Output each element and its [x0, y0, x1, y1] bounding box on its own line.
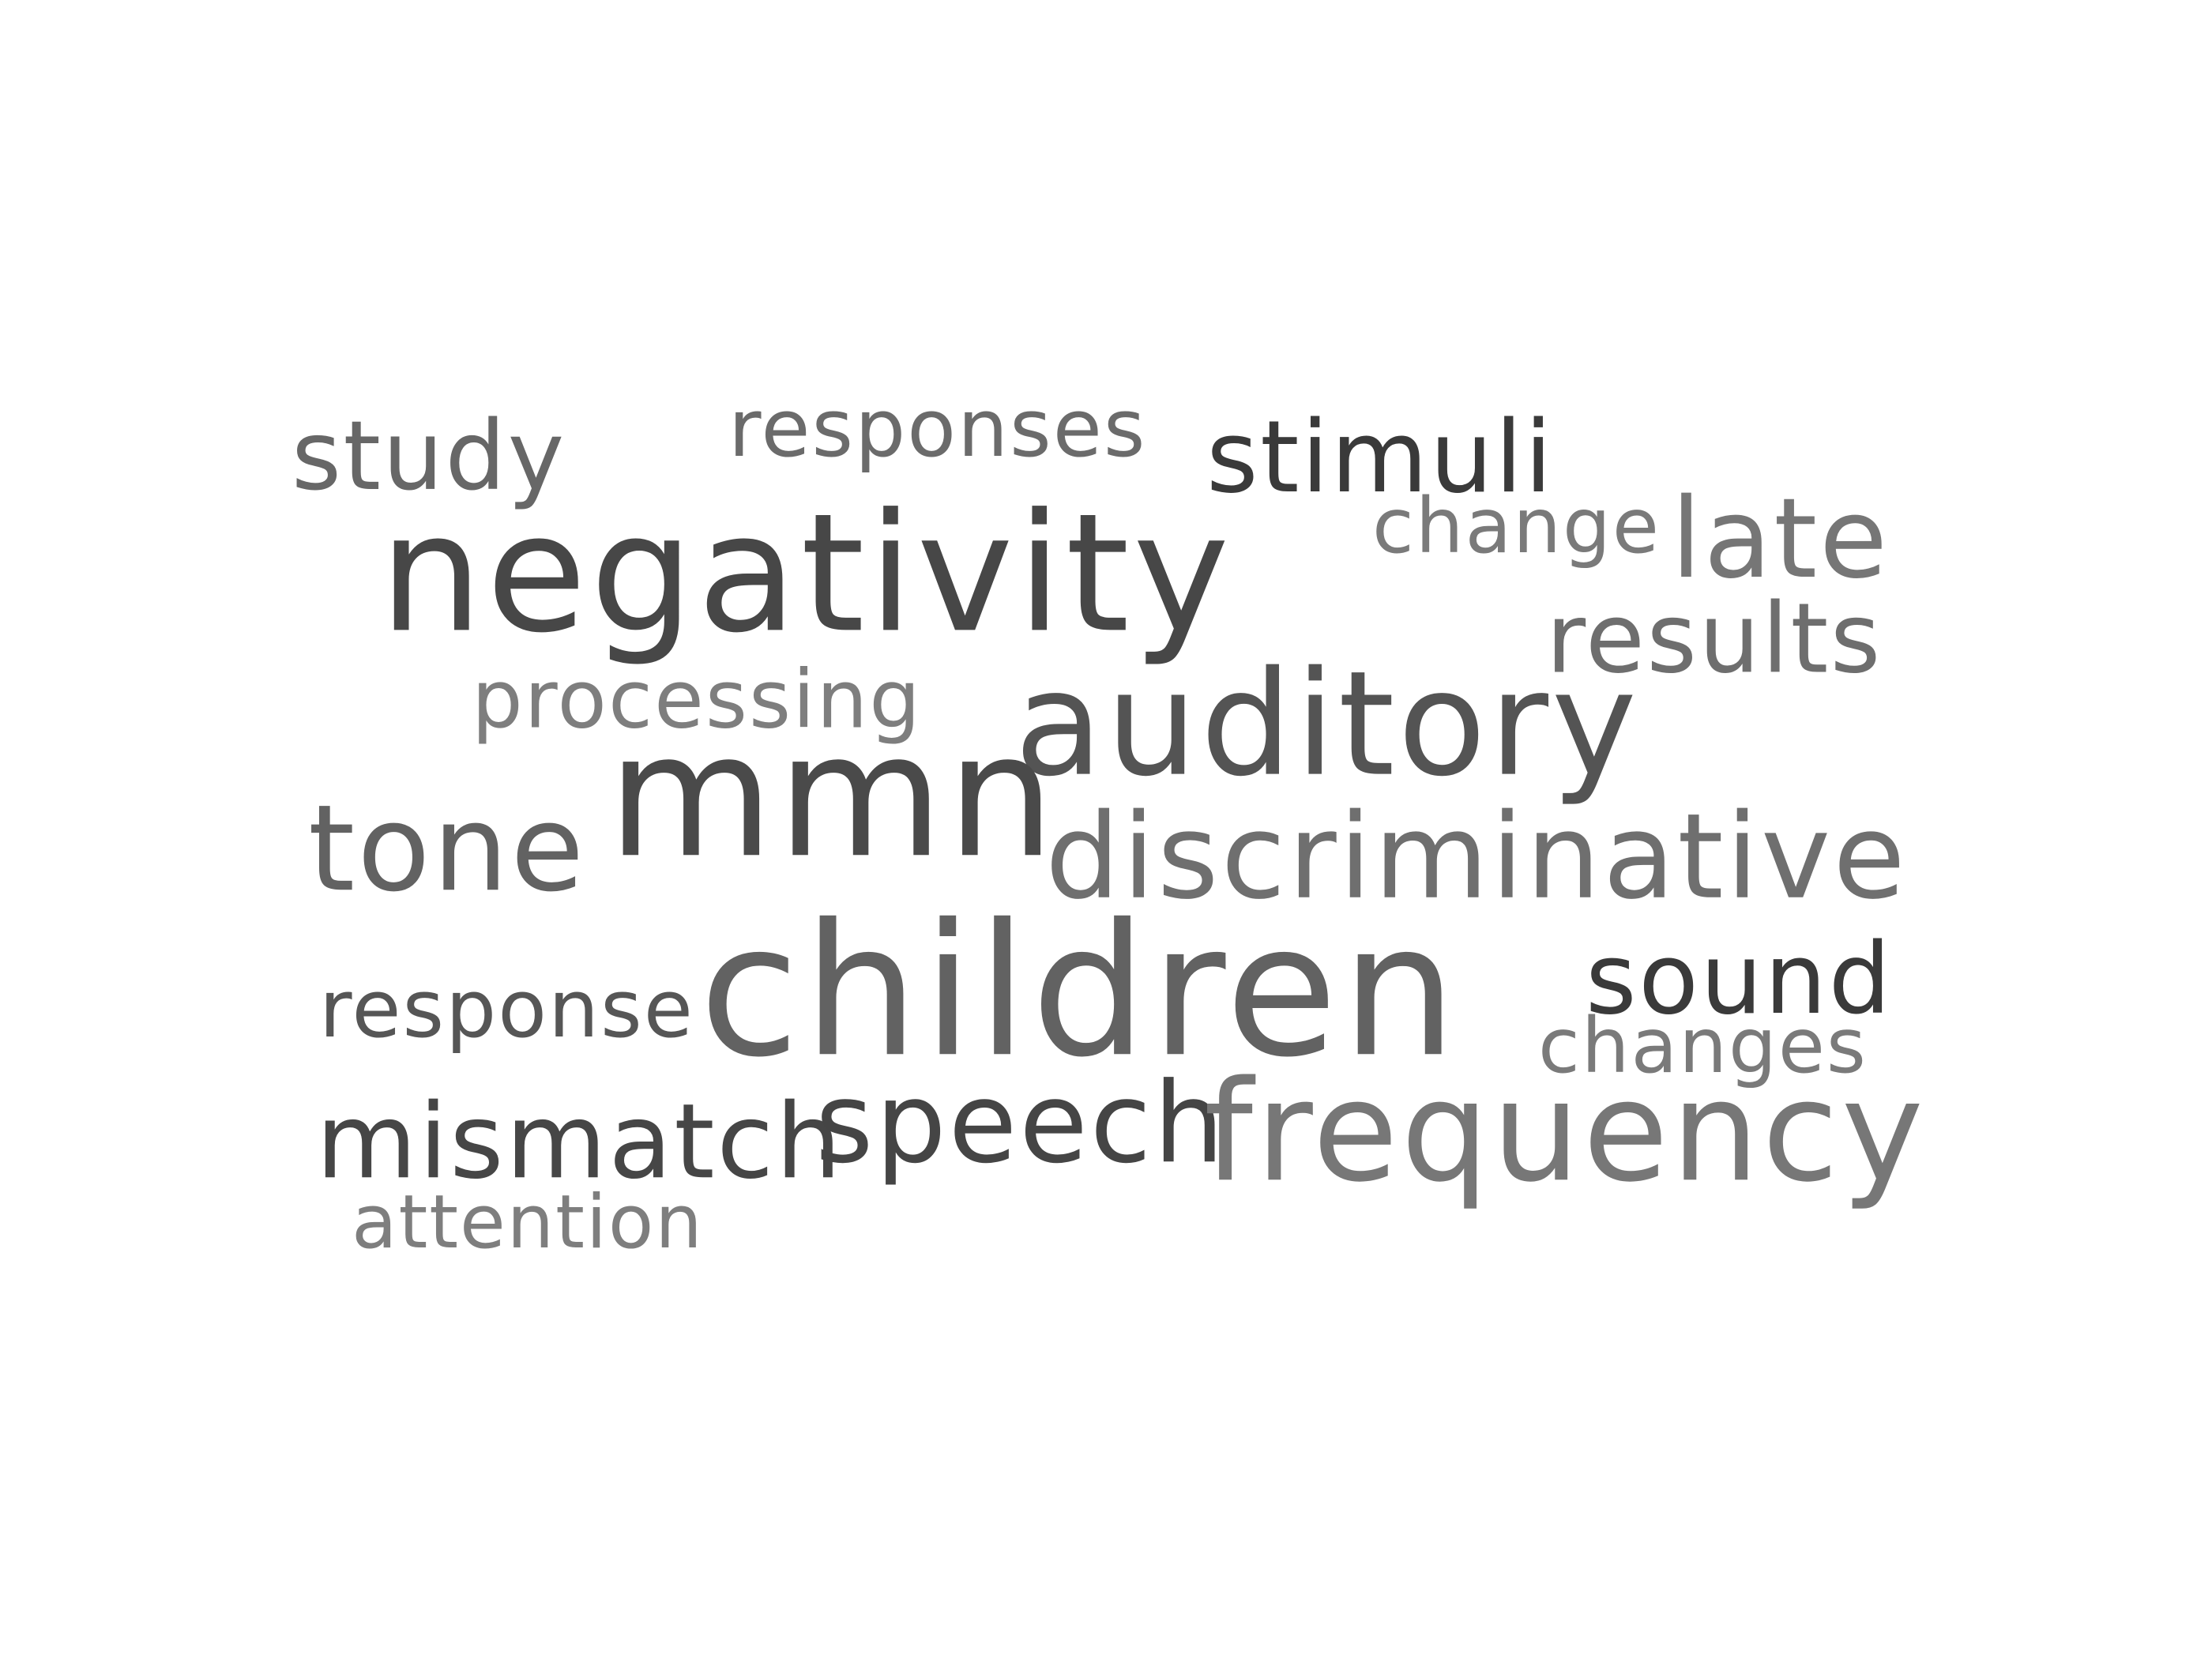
word-frequency: frequency: [1204, 1051, 1927, 1213]
word-negativity: negativity: [379, 478, 1233, 669]
word-tone: tone: [308, 779, 587, 919]
word-responses: responses: [728, 382, 1147, 476]
word-attention: attention: [352, 1179, 704, 1266]
word-mismatch: mismatch: [316, 1081, 844, 1202]
word-results: results: [1546, 582, 1883, 695]
word-processing: processing: [472, 653, 923, 747]
word-response: response: [319, 962, 694, 1056]
word-auditory: auditory: [1014, 640, 1640, 809]
word-late: late: [1671, 475, 1890, 604]
word-stimuli: stimuli: [1206, 399, 1555, 516]
word-sound: sound: [1586, 922, 1893, 1036]
word-children: children: [699, 886, 1461, 1098]
word-change: change: [1372, 482, 1661, 571]
word-speech: speech: [815, 1059, 1227, 1189]
word-discriminative: discriminative: [1045, 788, 1908, 926]
word-mmn: mmn: [608, 697, 1059, 896]
word-study: study: [292, 401, 566, 513]
word-changes: changes: [1538, 1002, 1868, 1091]
